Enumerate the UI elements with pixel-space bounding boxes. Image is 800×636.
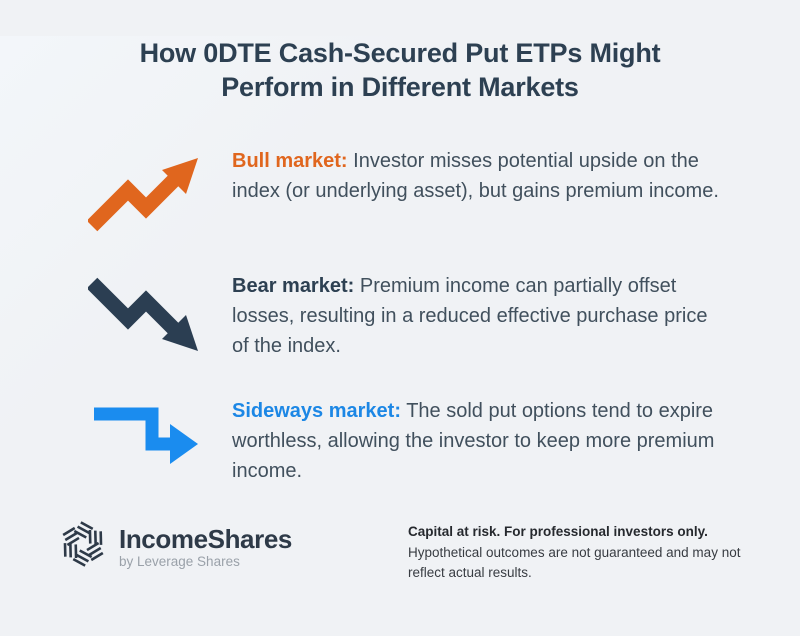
infographic: How 0DTE Cash-Secured Put ETPs Might Per… <box>0 36 800 636</box>
disclaimer-regular: Hypothetical outcomes are not guaranteed… <box>408 544 741 581</box>
scenario-label-bear: Bear market: <box>232 275 355 297</box>
scenario-text-bear: Bear market: Premium income can partiall… <box>232 271 728 361</box>
scenario-text-bull: Bull market: Investor misses potential u… <box>232 146 728 206</box>
scenario-description-bull: Investor misses potential upside on the … <box>232 150 719 202</box>
brand-name: IncomeShares <box>119 524 292 554</box>
scenario-row-sideways: Sideways market: The sold put options te… <box>88 396 736 486</box>
scenario-label-bull: Bull market: <box>232 150 348 172</box>
hex-pinwheel-logo-icon <box>57 518 109 575</box>
scenario-label-sideways: Sideways market: <box>232 400 401 422</box>
scenario-description-sideways: The sold put options tend to expire wort… <box>232 400 715 482</box>
brand-tagline: by Leverage Shares <box>119 554 240 569</box>
page-title-line2: Perform in Different Markets <box>221 72 579 102</box>
brand-text: IncomeShares by Leverage Shares <box>119 523 292 570</box>
scenario-text-sideways: Sideways market: The sold put options te… <box>232 396 728 486</box>
scenario-row-bull: Bull market: Investor misses potential u… <box>86 146 736 239</box>
disclaimer: Capital at risk. For professional invest… <box>408 518 760 584</box>
page-title-line1: How 0DTE Cash-Secured Put ETPs Might <box>139 38 661 68</box>
trending-up-arrow-icon <box>86 146 200 239</box>
scenario-description-bear: Premium income can partially offset loss… <box>232 275 708 357</box>
scenario-list: Bull market: Investor misses potential u… <box>86 146 736 486</box>
trending-down-arrow-icon <box>86 271 200 364</box>
footer: IncomeShares by Leverage Shares Capital … <box>57 518 760 584</box>
disclaimer-bold: Capital at risk. For professional invest… <box>408 524 708 539</box>
scenario-row-bear: Bear market: Premium income can partiall… <box>86 271 736 364</box>
page-title: How 0DTE Cash-Secured Put ETPs Might Per… <box>70 36 730 104</box>
brand-logo: IncomeShares by Leverage Shares <box>57 518 292 575</box>
sideways-step-arrow-icon <box>88 396 200 483</box>
